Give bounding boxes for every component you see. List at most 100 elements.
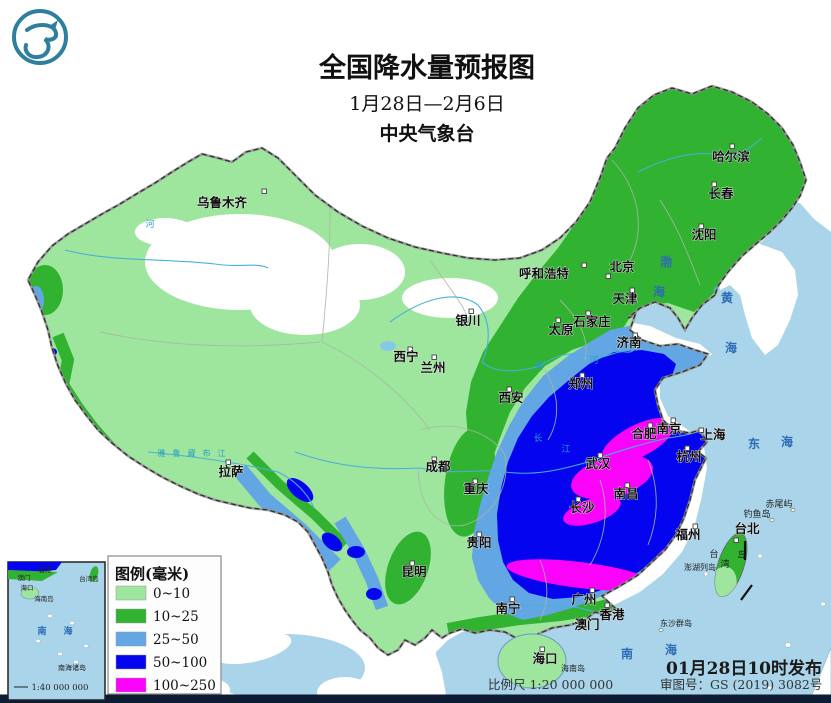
legend-swatch-10-25 (115, 608, 147, 624)
city-tianjin: 天津 (612, 287, 638, 306)
south-sea-label-2: 海 (665, 642, 677, 657)
taiwan-label-3: 岛 (737, 549, 746, 561)
svg-text:南宁: 南宁 (495, 601, 520, 616)
legend-label-100-250: 100~250 (153, 678, 216, 694)
province-borders (99, 127, 701, 621)
inset-hongkong-label: 香港 (39, 565, 53, 574)
svg-text:郑州: 郑州 (568, 376, 593, 391)
indochina-coast (212, 631, 292, 665)
svg-text:广州: 广州 (571, 592, 596, 607)
svg-text:重庆: 重庆 (463, 481, 489, 496)
inset-islands-label: 南海诸岛 (58, 663, 86, 672)
region-100-250-hubei-jiangxi (571, 454, 653, 500)
region-10-25-yunnan (385, 531, 431, 605)
svg-text:昆明: 昆明 (401, 564, 426, 579)
south-sea-label: 南 (621, 646, 633, 661)
legend-box (107, 555, 222, 695)
legend-swatch-25-50 (115, 631, 147, 647)
city-macau: 澳门 (574, 617, 600, 633)
region-100-250-south-band (506, 559, 654, 591)
inset-hainan (20, 586, 40, 600)
inset-isle-5 (35, 639, 41, 643)
yellow-sea-label-2: 海 (725, 340, 737, 355)
city-hefei: 合肥 (631, 422, 657, 441)
bottom-bar (0, 694, 831, 703)
inset-mainland-green (8, 570, 58, 581)
svg-text:天津: 天津 (612, 291, 638, 306)
yarlung-river-label: 雅鲁藏布江 (158, 448, 233, 458)
indochina-land (358, 644, 446, 703)
region-10-25-se-tibet (246, 451, 349, 549)
agency-name: 中央气象台 (379, 122, 474, 145)
bohai-sea-label: 渤 (660, 254, 672, 269)
date-range: 1月28日—2月6日 (349, 93, 504, 115)
page-title: 全国降水量预报图 (318, 52, 535, 84)
footer: 01月28日10时发布 比例尺 1:20 000 000 审图号：GS (201… (488, 658, 822, 692)
city-kunming: 昆明 (401, 560, 427, 579)
region-100-250-anhui (601, 417, 675, 465)
svg-text:合肥: 合肥 (631, 426, 657, 441)
island-dot-5 (820, 601, 826, 607)
city-shanghai: 上海 (698, 427, 726, 442)
region-50-100-yunnan-1 (347, 546, 365, 558)
city-yinchuan: 银川 (455, 308, 481, 328)
river-songhua (637, 137, 763, 173)
legend-label-50-100: 50~100 (153, 655, 207, 671)
city-guiyang: 贵阳 (466, 531, 492, 550)
svg-text:西宁: 西宁 (393, 349, 418, 364)
precipitation-regions (28, 86, 806, 637)
approval-number: 审图号：GS (2019) 3082号 (660, 677, 822, 692)
hainandao-label: 海南岛 (561, 663, 585, 673)
russia-corner (800, 203, 831, 232)
svg-text:太原: 太原 (548, 322, 574, 337)
city-fuzhou: 福州 (674, 523, 701, 542)
hainan-island (497, 633, 567, 689)
island-dot-3 (808, 664, 816, 670)
svg-text:长春: 长春 (708, 186, 734, 201)
island-dot-2 (784, 642, 792, 648)
island-diaoyu (769, 518, 775, 522)
svg-text:沈阳: 沈阳 (691, 227, 716, 242)
city-guangzhou: 广州 (571, 587, 597, 607)
city-chengdu: 成都 (425, 456, 451, 474)
svg-text:上海: 上海 (700, 427, 726, 442)
title-block: 全国降水量预报图 1月28日—2月6日 中央气象台 (318, 52, 535, 145)
island-dot-4 (767, 685, 773, 691)
city-beijing: 北京 (605, 259, 635, 279)
inset-haikou-label: 海口 (21, 583, 34, 592)
diaoyu-label: 钓鱼岛 (743, 508, 770, 520)
region-100-250-hunan (563, 496, 621, 526)
yellow-river-label-2: 河 (589, 354, 598, 366)
legend: 图例(毫米) 0~10 10~25 25~50 50~100 100~250 (107, 555, 222, 695)
inset-scale-label: 1:40 000 000 (32, 683, 89, 693)
region-dry-ningxia (402, 278, 498, 318)
inset-hainan-label: 海南岛 (34, 594, 54, 603)
svg-text:兰州: 兰州 (420, 360, 445, 375)
city-hangzhou: 杭州 (676, 445, 702, 464)
city-zhengzhou: 郑州 (568, 372, 594, 391)
island-dot-1 (757, 553, 763, 559)
river-labels: 黄 河 长 江 河 雅鲁藏布江 (145, 218, 598, 458)
svg-text:杭州: 杭州 (676, 449, 701, 464)
tarim-river-label: 河 (145, 218, 154, 230)
river-tarim (64, 249, 269, 269)
inset-isle-4 (57, 652, 63, 656)
inset-south-china-sea: 澳门 香港 台湾岛 海口 海南岛 南 海 南海诸岛 1:40 000 000 (7, 561, 106, 701)
legend-label-25-50: 25~50 (153, 632, 199, 648)
svg-text:石家庄: 石家庄 (572, 314, 611, 329)
legend-label-0-10: 0~10 (153, 586, 190, 602)
island-dongsha (658, 628, 664, 632)
legend-title: 图例(毫米) (115, 565, 189, 583)
island-penghu (703, 571, 709, 577)
river-yarlung (147, 451, 315, 509)
svg-text:长沙: 长沙 (569, 500, 595, 515)
yellow-river-label-1: 黄 (534, 360, 543, 372)
inset-sea-label-1: 南 (37, 625, 46, 637)
city-lhasa: 拉萨 (218, 459, 244, 479)
city-labels: 乌鲁木齐 哈尔滨 长春 沈阳 呼和浩特 北京 天津 石家庄 太原 济南 银川 西… (197, 143, 760, 666)
legend-label-10-25: 10~25 (153, 609, 199, 625)
taiwan-label-1: 台 (709, 548, 718, 560)
inset-mainland-blue (8, 562, 62, 573)
yangtze-label-2: 江 (561, 444, 570, 455)
svg-text:济南: 济南 (616, 335, 642, 350)
